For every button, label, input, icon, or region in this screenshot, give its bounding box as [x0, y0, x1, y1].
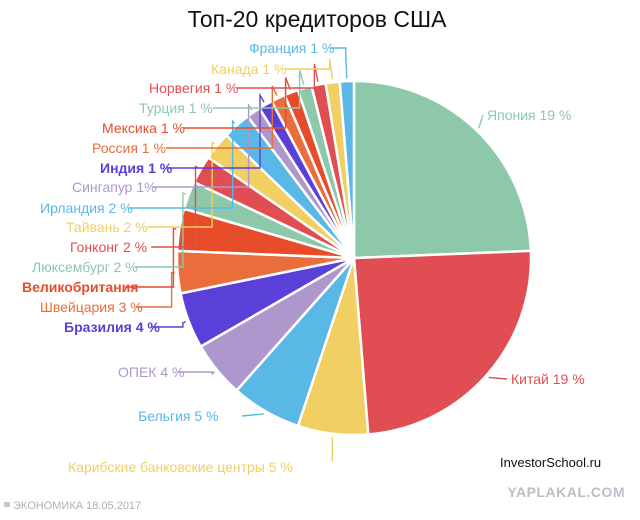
category-icon	[4, 502, 10, 507]
leader-line	[241, 413, 265, 417]
slice-label: Китай 19 %	[511, 371, 585, 387]
leader-line	[128, 119, 236, 209]
slice-label: Япония 19 %	[487, 107, 571, 123]
chart-title: Топ-20 кредиторов США	[188, 6, 447, 32]
slice-label: Турция 1 %	[139, 100, 213, 116]
leader-lines	[124, 47, 508, 462]
slice-label: Бельгия 5 %	[138, 408, 219, 424]
leader-line	[152, 321, 186, 328]
leader-line	[151, 165, 199, 248]
slice-label: Канада 1 %	[211, 61, 286, 77]
leader-line	[237, 63, 319, 89]
slice-label: Норвегия 1 %	[149, 80, 238, 96]
slice-label: Ирландия 2 %	[40, 200, 133, 216]
pie-slice	[352, 249, 533, 436]
slice-label: Люксембург 2 %	[32, 259, 138, 275]
slice-label: Карибские банковские центры 5 %	[68, 459, 293, 475]
slice-label: Мексика 1 %	[102, 120, 185, 136]
leader-line	[183, 77, 291, 129]
leader-line	[213, 70, 305, 109]
leader-line	[134, 192, 186, 268]
leader-line	[330, 47, 348, 79]
leader-line	[488, 376, 508, 380]
slice-label: Франция 1 %	[249, 40, 334, 56]
leader-line	[478, 114, 484, 129]
leader-line	[147, 140, 216, 228]
credit-text: InvestorSchool.ru	[500, 455, 601, 470]
slice-label: Гонконг 2 %	[70, 239, 147, 255]
pie-slice	[338, 79, 356, 260]
slice-label: Россия 1 %	[92, 140, 166, 156]
leader-line	[177, 371, 216, 376]
leader-line	[285, 58, 333, 80]
slice-label: Бразилия 4 %	[64, 319, 160, 335]
slice-label: Индия 1 %	[100, 160, 173, 176]
slice-label: ОПЕК 4 %	[118, 364, 184, 380]
slice-label: Сингапур 1%	[72, 179, 157, 195]
leader-line	[124, 227, 177, 288]
pie-slices	[175, 79, 533, 437]
footer: ЭКОНОМИКА 18.05.2017 YAPLAKAL.COM	[4, 484, 625, 512]
footer-watermark: YAPLAKAL.COM	[508, 484, 626, 500]
leader-line	[166, 92, 265, 169]
leader-line	[166, 85, 278, 149]
slice-label: Тайвань 2 %	[66, 219, 148, 235]
footer-category-date: ЭКОНОМИКА 18.05.2017	[13, 500, 141, 512]
slice-labels: Япония 19 % Китай 19 % Карибские банковски…	[22, 40, 585, 475]
slice-label: Швейцария 3 %	[40, 299, 143, 315]
pie-slice	[352, 79, 533, 260]
slice-label: Великобритания	[22, 279, 138, 295]
